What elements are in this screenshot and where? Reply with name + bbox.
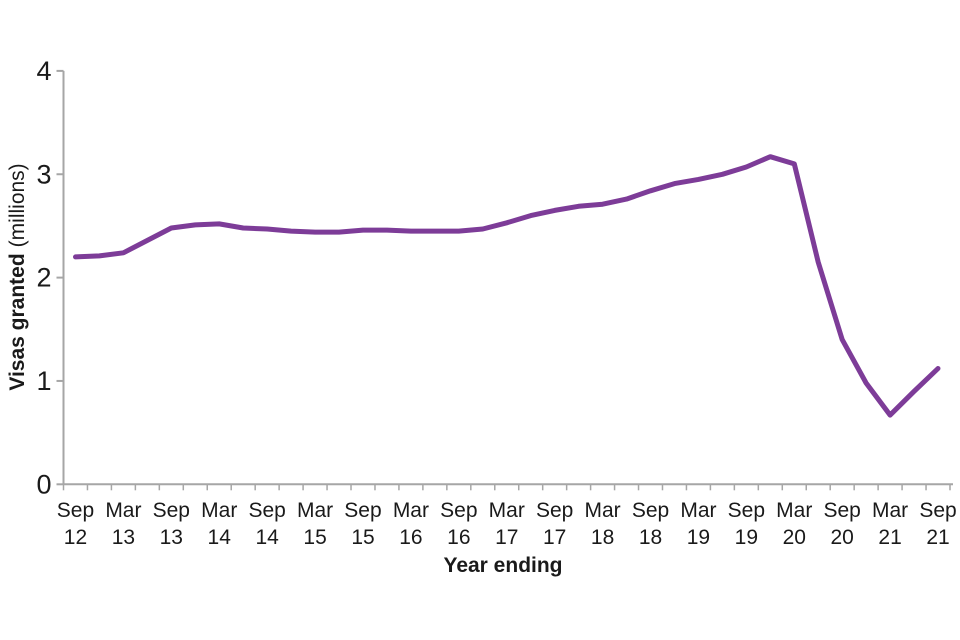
x-tick-label-month: Mar [776, 499, 812, 522]
y-tick-label: 3 [36, 159, 51, 189]
x-tick-label-month: Mar [680, 499, 716, 522]
x-tick-label-year: 18 [639, 526, 662, 549]
x-tick-label-year: 14 [208, 526, 232, 549]
x-tick-label-month: Sep [632, 499, 669, 522]
x-tick-label-year: 16 [447, 526, 470, 549]
x-tick-label-month: Mar [297, 499, 333, 522]
x-tick-label-month: Sep [728, 499, 765, 522]
x-tick-label-month: Mar [105, 499, 141, 522]
y-tick-label: 0 [36, 469, 51, 499]
x-tick-label-month: Sep [248, 499, 285, 522]
x-tick-label-month: Sep [344, 499, 381, 522]
x-tick-label-year: 15 [351, 526, 374, 549]
x-tick-label-year: 20 [783, 526, 806, 549]
plot-area: 01234Sep12Mar13Sep13Mar14Sep14Mar15Sep15… [36, 56, 956, 549]
y-tick-label: 4 [36, 56, 51, 86]
x-tick-label-month: Mar [585, 499, 621, 522]
x-tick-label-year: 13 [112, 526, 135, 549]
y-tick-label: 1 [36, 366, 51, 396]
x-tick-label-month: Sep [440, 499, 477, 522]
x-tick-label-month: Mar [201, 499, 237, 522]
x-tick-label-month: Mar [489, 499, 525, 522]
x-tick-label-year: 14 [255, 526, 279, 549]
x-tick-label-year: 16 [399, 526, 422, 549]
x-tick-label-year: 21 [926, 526, 949, 549]
x-tick-label-month: Sep [153, 499, 190, 522]
x-tick-label-month: Sep [823, 499, 860, 522]
x-tick-label-year: 19 [735, 526, 758, 549]
visas-granted-line [73, 154, 941, 418]
x-tick-label-month: Sep [536, 499, 573, 522]
y-axis-title: Visas granted (millions) [6, 163, 29, 390]
x-tick-label-year: 13 [160, 526, 183, 549]
x-tick-label-year: 21 [878, 526, 901, 549]
x-tick-label-year: 12 [64, 526, 87, 549]
y-tick-label: 2 [36, 263, 51, 293]
x-tick-label-month: Sep [57, 499, 94, 522]
x-tick-label-month: Mar [872, 499, 908, 522]
x-tick-label-month: Sep [919, 499, 956, 522]
x-tick-label-year: 18 [591, 526, 614, 549]
x-tick-label-year: 19 [687, 526, 710, 549]
y-axis-title-main: Visas granted [6, 253, 29, 390]
x-tick-label-year: 20 [831, 526, 854, 549]
x-tick-label-month: Mar [393, 499, 429, 522]
x-axis-title: Year ending [443, 554, 562, 577]
x-tick-label-year: 17 [495, 526, 518, 549]
y-axis-title-unit: (millions) [6, 163, 29, 247]
x-tick-label-year: 17 [543, 526, 566, 549]
x-tick-label-year: 15 [303, 526, 326, 549]
